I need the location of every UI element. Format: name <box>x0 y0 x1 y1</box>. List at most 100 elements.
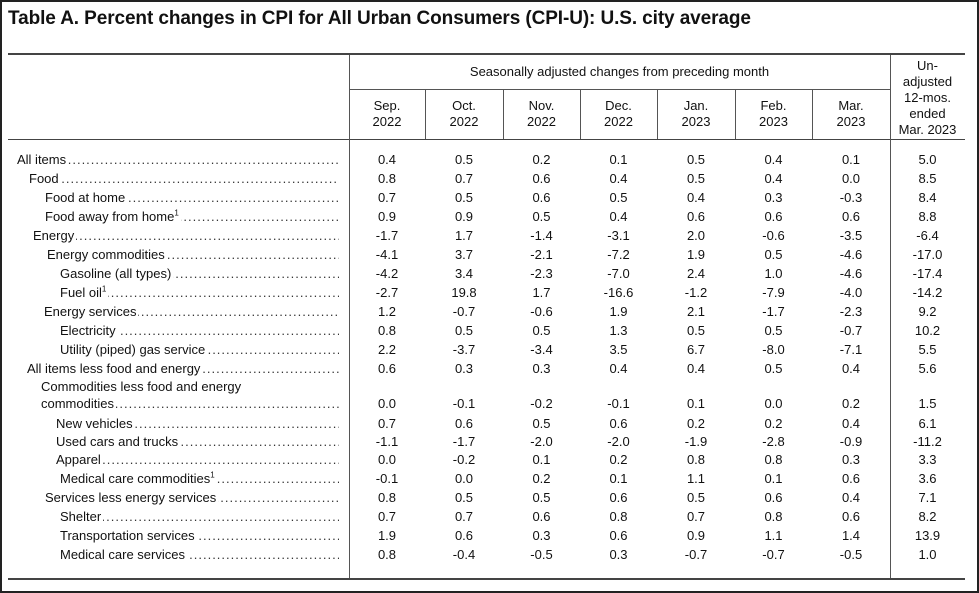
seasonally-adjusted-header: Seasonally adjusted changes from precedi… <box>469 64 770 79</box>
cell-value: -0.4 <box>452 547 476 562</box>
cell-value: 1.0 <box>918 547 937 562</box>
table-row: ........................................… <box>0 469 979 488</box>
row-label: ........................................… <box>60 528 339 543</box>
bottom-rule <box>8 578 965 580</box>
cell-value: 0.3 <box>532 361 551 376</box>
cell-value: 0.0 <box>454 471 474 486</box>
cell-value: 0.4 <box>686 190 706 205</box>
cell-value: 9.2 <box>918 304 937 319</box>
cell-value: 0.9 <box>686 528 706 543</box>
cell-value: 0.4 <box>609 209 628 224</box>
cell-value: 2.2 <box>377 342 397 357</box>
cell-value: 0.5 <box>532 209 551 224</box>
cell-value: 0.8 <box>377 171 397 186</box>
cell-value: -3.4 <box>530 342 553 357</box>
cell-value: -1.4 <box>530 228 553 243</box>
cell-value: -0.1 <box>375 471 399 486</box>
cell-value: 0.8 <box>377 547 397 562</box>
cell-value: 19.8 <box>451 285 477 300</box>
row-label: ........................................… <box>41 396 339 411</box>
cell-value: 0.5 <box>686 152 706 167</box>
cell-value: 1.1 <box>764 528 783 543</box>
cell-value: 0.1 <box>609 152 628 167</box>
table-row: ........................................… <box>0 283 979 302</box>
month-header: Nov. 2022 <box>527 98 556 129</box>
row-label: ........................................… <box>60 323 339 338</box>
cell-value: 0.5 <box>686 171 706 186</box>
cell-value: 0.8 <box>377 323 397 338</box>
table-row: ........................................… <box>0 150 979 169</box>
cell-value: 0.3 <box>532 528 551 543</box>
row-label: ........................................… <box>45 208 339 224</box>
cell-value: 0.4 <box>764 171 783 186</box>
cell-value: 1.9 <box>686 247 706 262</box>
cell-value: 0.2 <box>764 416 783 431</box>
cell-value: -2.1 <box>530 247 553 262</box>
table-row: ........................................… <box>0 188 979 207</box>
row-label: ........................................… <box>29 171 339 186</box>
table-row: ........................................… <box>0 507 979 526</box>
cell-value: -0.5 <box>839 547 863 562</box>
column-divider <box>503 90 504 139</box>
row-label: ........................................… <box>45 190 339 205</box>
cell-value: 0.4 <box>377 152 397 167</box>
cell-value: 0.0 <box>377 396 397 411</box>
cell-value: 0.6 <box>454 416 474 431</box>
cell-value: 0.5 <box>764 361 783 376</box>
cell-value: -2.8 <box>762 434 785 449</box>
column-divider <box>890 55 891 578</box>
cell-value: 0.7 <box>454 509 474 524</box>
column-divider <box>425 90 426 139</box>
cell-value: -6.4 <box>916 228 939 243</box>
cell-value: 0.9 <box>454 209 474 224</box>
cell-value: -2.3 <box>839 304 863 319</box>
cell-value: 0.5 <box>686 323 706 338</box>
cell-value: 0.5 <box>686 490 706 505</box>
cell-value: 0.3 <box>841 452 861 467</box>
table-row: ........................................… <box>0 169 979 188</box>
cell-value: -7.0 <box>607 266 630 281</box>
cell-value: -1.9 <box>684 434 708 449</box>
cell-value: -4.6 <box>839 247 863 262</box>
row-label: ........................................… <box>60 547 339 562</box>
cell-value: -1.2 <box>684 285 708 300</box>
row-label: ........................................… <box>60 266 339 281</box>
cell-value: -3.1 <box>607 228 630 243</box>
cell-value: 0.6 <box>764 209 783 224</box>
cell-value: 0.5 <box>454 152 474 167</box>
cell-value: -3.5 <box>839 228 863 243</box>
cell-value: -1.7 <box>762 304 785 319</box>
cell-value: 10.2 <box>914 323 941 338</box>
cell-value: 0.5 <box>454 190 474 205</box>
table-row: ........................................… <box>0 414 979 433</box>
cell-value: 0.4 <box>841 490 861 505</box>
cell-value: 13.9 <box>914 528 941 543</box>
cell-value: 0.3 <box>454 361 474 376</box>
month-header: Mar. 2023 <box>836 98 866 129</box>
cell-value: -1.7 <box>375 228 399 243</box>
cell-value: 5.5 <box>918 342 937 357</box>
table-row: ........................................… <box>0 264 979 283</box>
cell-value: 0.5 <box>532 490 551 505</box>
row-label: ........................................… <box>56 434 339 449</box>
cell-value: 0.6 <box>841 509 861 524</box>
cell-value: 0.4 <box>609 171 628 186</box>
cell-value: 3.4 <box>454 266 474 281</box>
row-label: ........................................… <box>44 304 339 319</box>
cell-value: 0.6 <box>609 490 628 505</box>
column-divider <box>735 90 736 139</box>
cell-value: -4.0 <box>839 285 863 300</box>
cell-value: 1.3 <box>609 323 628 338</box>
column-divider <box>580 90 581 139</box>
month-header: Oct. 2022 <box>449 98 479 129</box>
cell-value: 0.3 <box>764 190 783 205</box>
cell-value: -3.7 <box>452 342 476 357</box>
table-row: ........................................… <box>0 488 979 507</box>
cell-value: 0.6 <box>532 171 551 186</box>
cell-value: 0.7 <box>377 416 397 431</box>
cell-value: 0.2 <box>609 452 628 467</box>
top-rule <box>8 53 965 55</box>
cell-value: 1.9 <box>377 528 397 543</box>
cell-value: -0.6 <box>762 228 785 243</box>
